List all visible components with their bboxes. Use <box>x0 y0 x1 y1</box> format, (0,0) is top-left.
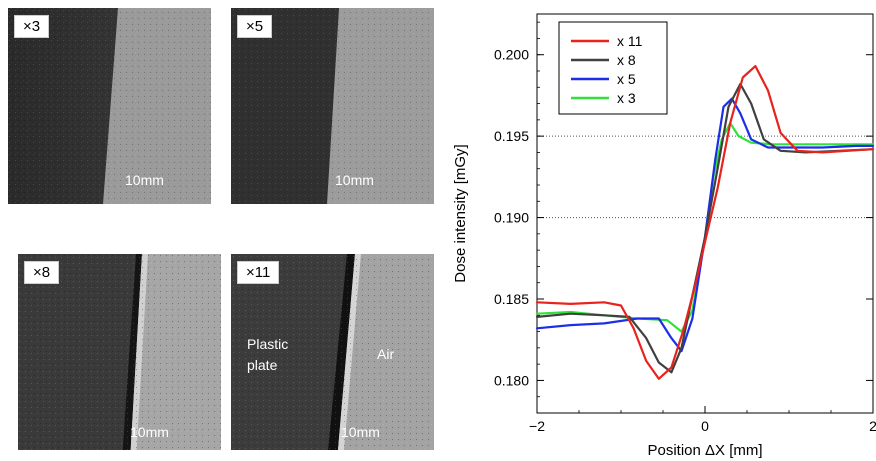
y-tick-label: 0.180 <box>494 372 529 388</box>
legend-label: x 5 <box>617 71 636 87</box>
magnification-label: ×8 <box>24 261 60 284</box>
radiograph-x8 <box>18 254 221 450</box>
radiograph-x5 <box>231 8 434 204</box>
x-tick-label: 0 <box>701 418 709 434</box>
x-tick-label: −2 <box>529 418 545 434</box>
series-line <box>535 64 875 380</box>
x-axis-label: Position ΔX [mm] <box>647 442 762 459</box>
plastic-plate-label: Plastic plate <box>247 336 289 373</box>
scale-label: 10mm <box>125 172 164 188</box>
y-tick-label: 0.200 <box>494 47 529 63</box>
x-tick-label: 2 <box>869 418 876 434</box>
image-panel-x3: ×3 10mm <box>8 8 211 204</box>
legend-box <box>558 21 668 115</box>
scale-label: 10mm <box>130 424 169 440</box>
radiograph-x11 <box>231 254 434 450</box>
air-label: Air <box>377 346 395 362</box>
magnification-label: ×3 <box>14 15 50 38</box>
legend-label: x 3 <box>617 90 636 106</box>
magnification-label: ×11 <box>237 261 280 284</box>
legend-label: x 8 <box>617 52 636 68</box>
y-tick-label: 0.195 <box>494 128 529 144</box>
image-panel-x8: ×8 10mm <box>18 254 221 450</box>
magnification-label: ×5 <box>237 15 273 38</box>
radiograph-x3 <box>8 8 211 204</box>
series-line <box>535 82 875 374</box>
y-axis-label: Dose intensity [mGy] <box>452 144 469 282</box>
image-panel-x11: ×11 Plastic plate Air 10mm <box>231 254 434 450</box>
scale-label: 10mm <box>341 424 380 440</box>
y-tick-label: 0.190 <box>494 210 529 226</box>
image-panel-x5: ×5 10mm <box>231 8 434 204</box>
scale-label: 10mm <box>335 172 374 188</box>
legend-label: x 11 <box>617 33 643 49</box>
y-tick-label: 0.185 <box>494 291 529 307</box>
series-line <box>535 97 875 353</box>
dose-intensity-chart: 0.180 0.185 0.190 0.195 0.200 −2 0 2 Position ΔX… <box>452 13 876 459</box>
